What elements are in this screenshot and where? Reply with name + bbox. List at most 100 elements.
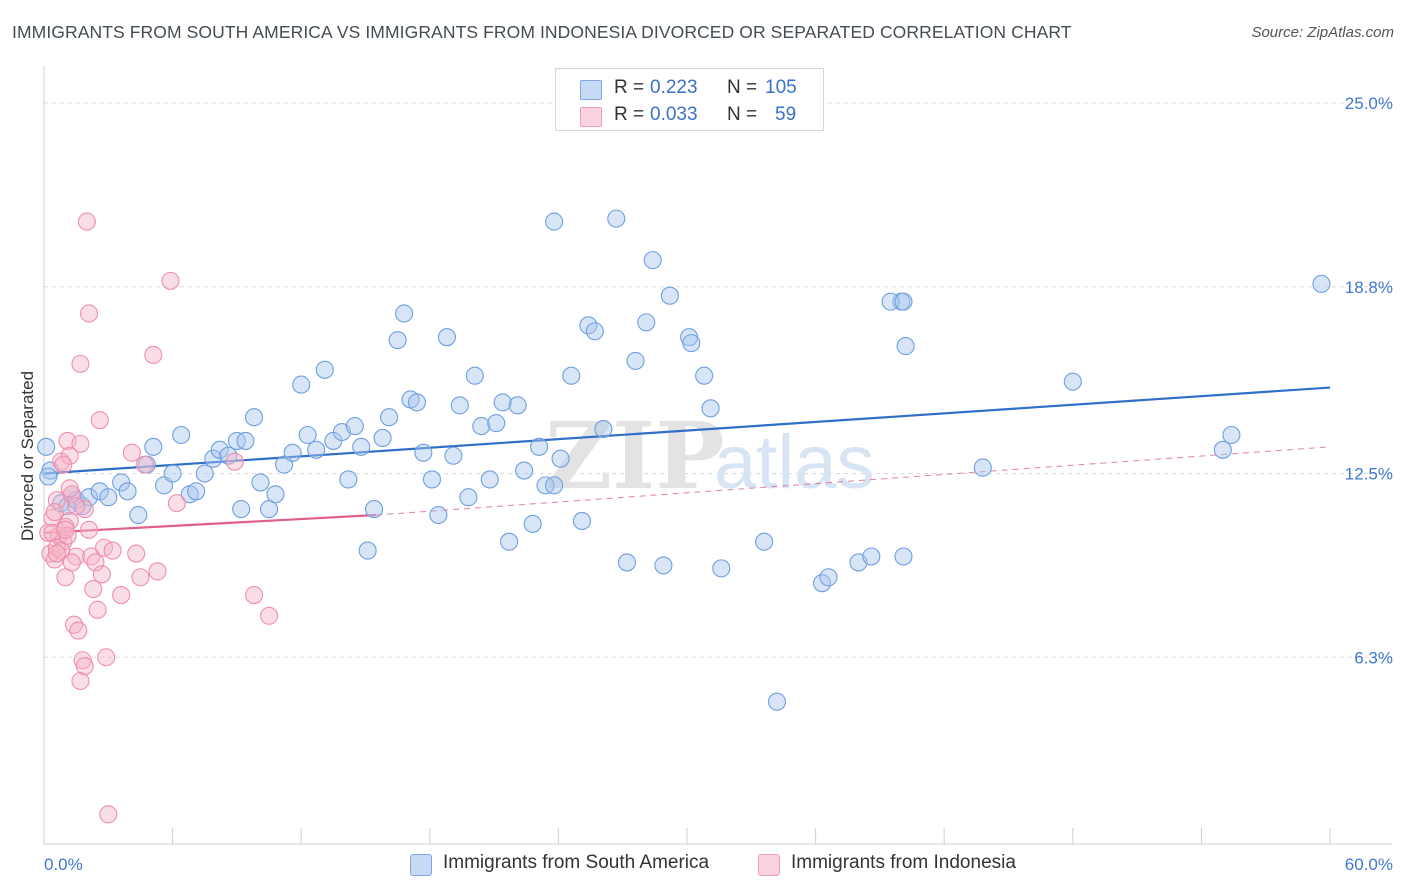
point-south-america — [163, 464, 182, 483]
point-south-america — [767, 692, 787, 711]
point-indonesia — [148, 562, 167, 581]
point-indonesia — [144, 345, 163, 365]
point-south-america — [459, 488, 478, 507]
point-south-america — [712, 559, 731, 578]
point-indonesia — [90, 411, 109, 430]
point-south-america — [172, 425, 191, 445]
point-indonesia — [167, 494, 186, 513]
point-south-america — [437, 328, 456, 347]
point-south-america — [236, 431, 255, 450]
point-south-america — [894, 292, 913, 311]
point-south-america — [112, 473, 131, 492]
point-indonesia — [103, 541, 122, 560]
point-indonesia — [75, 657, 94, 676]
point-indonesia — [131, 568, 150, 587]
point-south-america — [701, 399, 720, 418]
point-south-america — [365, 500, 384, 519]
point-south-america — [380, 408, 399, 427]
y-tick-label: 12.5% — [1345, 465, 1393, 484]
trend-line-indonesia-extrapolated — [376, 446, 1331, 516]
point-south-america — [388, 331, 407, 350]
point-south-america — [1213, 440, 1232, 459]
point-indonesia — [112, 585, 131, 605]
point-south-america — [493, 393, 512, 412]
point-indonesia — [47, 544, 66, 563]
point-south-america — [266, 485, 285, 504]
point-south-america — [515, 461, 534, 480]
point-south-america — [195, 464, 214, 483]
point-south-america — [572, 511, 592, 530]
legend-swatch-south-america — [410, 854, 432, 876]
point-indonesia — [92, 565, 111, 584]
x-tick-label-min: 0.0% — [44, 855, 83, 874]
point-indonesia — [135, 455, 154, 474]
point-south-america — [643, 251, 662, 270]
point-south-america — [444, 446, 463, 465]
chart-title: IMMIGRANTS FROM SOUTH AMERICA VS IMMIGRA… — [12, 22, 1072, 42]
point-indonesia — [60, 479, 79, 498]
point-south-america — [422, 470, 441, 489]
point-indonesia — [71, 671, 90, 691]
point-indonesia — [79, 520, 99, 539]
point-south-america — [450, 396, 469, 415]
trend-lines — [43, 386, 1331, 534]
n-label: N = — [727, 77, 758, 98]
r-value: 0.033 — [650, 104, 698, 125]
trend-line-south-america — [43, 386, 1331, 475]
point-indonesia — [79, 304, 99, 323]
point-south-america — [79, 488, 99, 507]
point-indonesia — [77, 212, 96, 231]
stats-legend: R = 0.223 N = 105 R = 0.033 N = 59 — [555, 68, 824, 131]
point-indonesia — [99, 805, 118, 824]
point-south-america — [755, 532, 774, 551]
point-indonesia — [88, 600, 107, 619]
point-south-america — [307, 440, 326, 459]
point-south-america — [695, 366, 714, 385]
point-south-america — [129, 505, 148, 525]
grid-lines — [44, 102, 1392, 658]
point-indonesia — [45, 503, 64, 522]
point-south-america — [244, 408, 264, 427]
swatch-south-america — [580, 80, 602, 100]
point-south-america — [358, 541, 377, 560]
point-indonesia — [225, 452, 244, 471]
watermark-atlas: atlas — [714, 420, 875, 505]
swatch-indonesia — [580, 107, 602, 127]
point-south-america — [283, 443, 302, 462]
point-indonesia — [69, 621, 88, 640]
point-south-america — [37, 437, 56, 456]
legend-label-indonesia: Immigrants from Indonesia — [791, 852, 1016, 873]
point-south-america — [545, 212, 564, 231]
r-label: R = — [614, 104, 645, 125]
point-south-america — [187, 482, 206, 501]
y-axis-label: Divorced or Separated — [18, 371, 37, 541]
point-south-america — [472, 417, 491, 436]
point-south-america — [1063, 372, 1082, 391]
point-indonesia — [71, 354, 90, 373]
y-tick-label: 6.3% — [1354, 648, 1393, 667]
point-indonesia — [67, 497, 86, 516]
x-tick-label-max: 60.0% — [1345, 855, 1393, 874]
point-south-america — [585, 322, 604, 341]
r-value: 0.223 — [650, 77, 698, 98]
point-south-america — [660, 286, 679, 305]
point-south-america — [414, 443, 433, 462]
point-south-america — [654, 556, 673, 575]
watermark-zip: ZIP — [545, 402, 724, 510]
point-south-america — [545, 476, 564, 495]
trend-line-indonesia — [43, 513, 377, 534]
point-south-america — [551, 449, 570, 468]
point-south-america — [896, 337, 915, 356]
y-tick-label: 25.0% — [1345, 94, 1393, 113]
point-indonesia — [127, 544, 146, 563]
point-indonesia — [259, 606, 279, 625]
point-south-america — [352, 437, 371, 456]
data-points — [37, 209, 1331, 824]
point-south-america — [373, 428, 392, 448]
point-indonesia — [161, 271, 180, 290]
point-south-america — [118, 482, 137, 501]
point-indonesia — [71, 434, 90, 453]
point-south-america — [315, 360, 334, 379]
point-south-america — [339, 470, 358, 489]
point-south-america — [345, 417, 364, 436]
